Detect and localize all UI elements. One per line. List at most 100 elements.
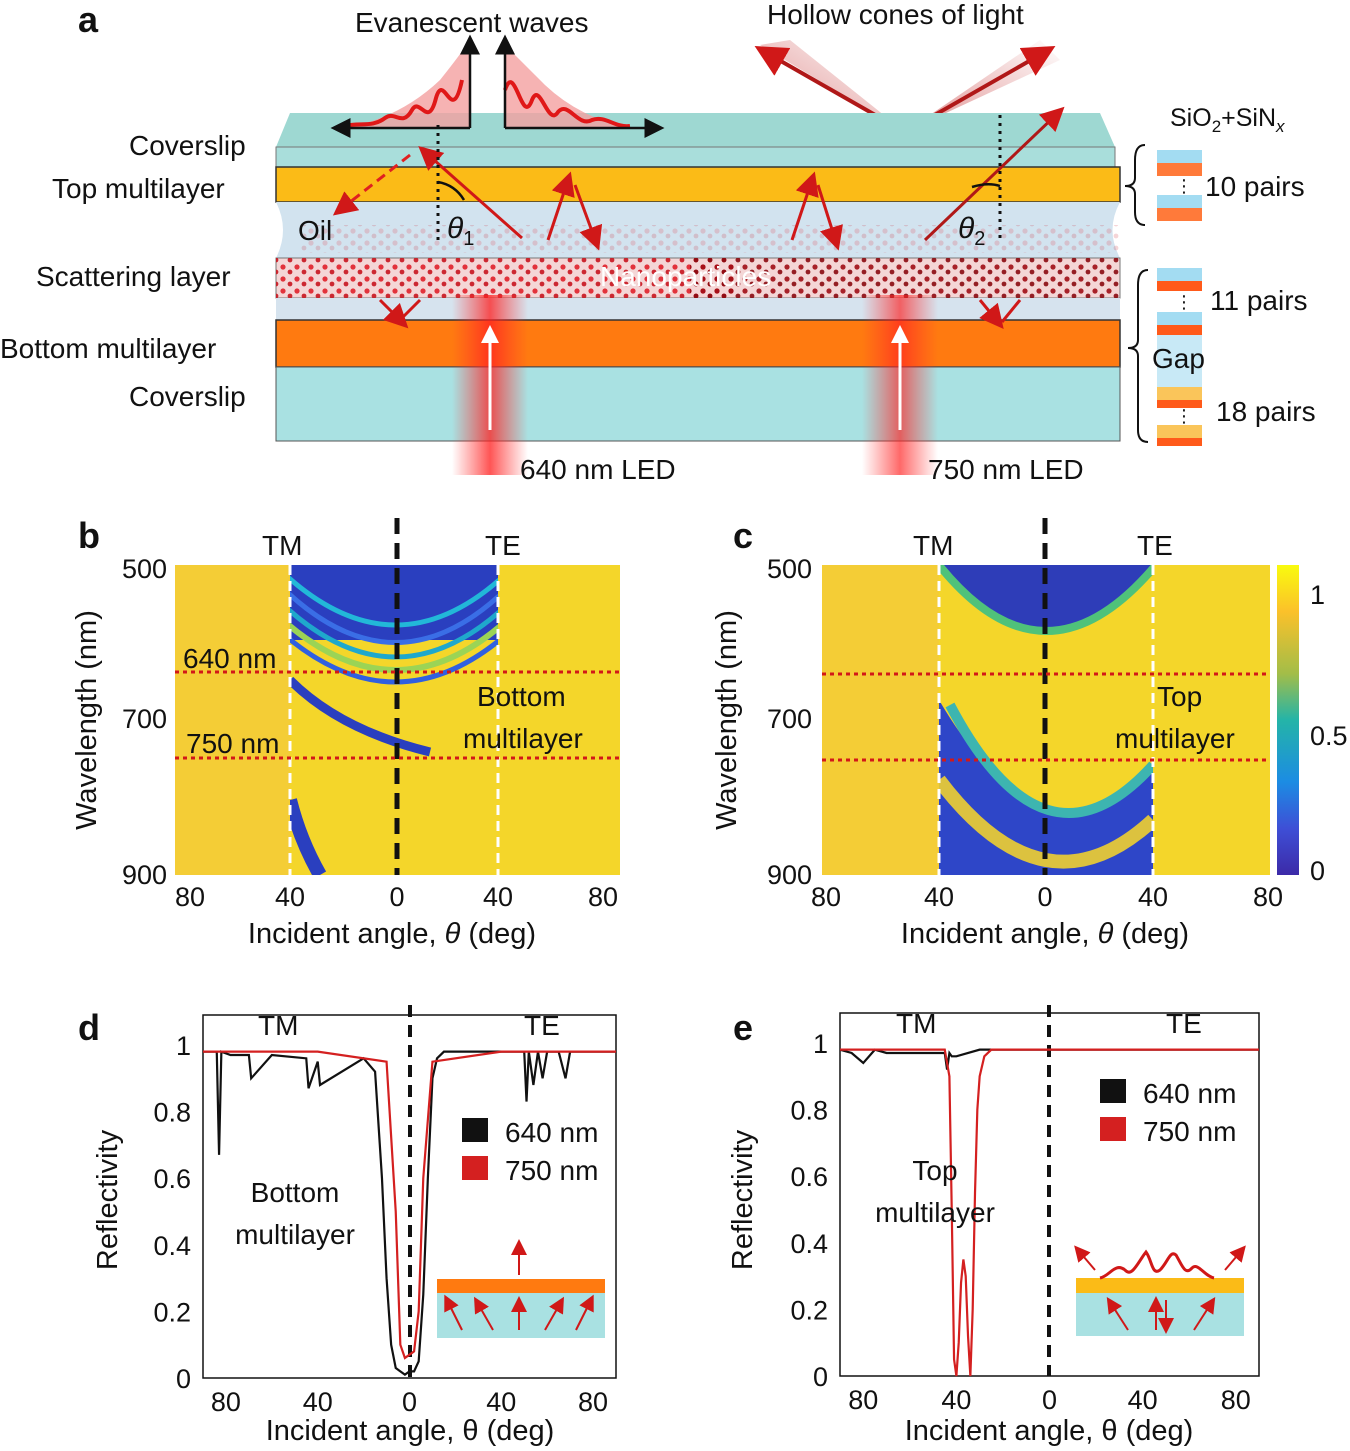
panel-e-ylabel: Reflectivity <box>727 1129 759 1270</box>
panel-e-caption-text: Top multilayer <box>875 1155 995 1228</box>
ray-bottom-4 <box>1000 299 1022 323</box>
ray-up-1 <box>546 171 575 241</box>
panel-d-inset-arrow-5 <box>575 1294 594 1331</box>
panel-b-xtick-4: 80 <box>588 882 618 912</box>
panel-d-inset-substrate <box>437 1293 605 1338</box>
panel-e-xtick: 40 <box>1128 1385 1158 1415</box>
oil-haze <box>300 225 1120 253</box>
panel-e-ticks: 80 40 0 40 80 0 0.2 0.4 0.6 0.8 1 <box>790 1029 1250 1415</box>
panel-d-te: TE <box>524 1010 560 1041</box>
label-coverslip-top: Coverslip <box>129 130 246 161</box>
panel-d-xtick: 40 <box>303 1387 333 1417</box>
panel-c-caption-2: multilayer <box>1115 723 1235 754</box>
stack-gap <box>1157 335 1202 387</box>
stack-top-sio2-2 <box>1157 195 1202 208</box>
panel-c-cbar-1: 1 <box>1310 580 1325 610</box>
panel-c-lower-band-edge <box>945 702 1153 818</box>
label-bottom-multilayer: Bottom multilayer <box>0 333 216 364</box>
nanoparticles-dark <box>690 258 1120 298</box>
panel-d-ytick: 0.2 <box>153 1297 191 1327</box>
stack-c-b-1 <box>1157 400 1202 408</box>
panel-d-xtick: 80 <box>211 1387 241 1417</box>
panel-d-legend-750: 750 nm <box>505 1155 598 1186</box>
panel-b-te: TE <box>485 530 521 561</box>
panel-c-lower-band-gap <box>939 775 1153 869</box>
panel-c: c TM TE Top multilayer 1 0.5 0 500 700 9… <box>711 515 1348 950</box>
panel-e: e TM TE Top multilayer 640 nm 750 nm 80 4… <box>727 1005 1260 1447</box>
panel-d-caption: Bottom multilayer <box>235 1177 355 1250</box>
panel-d-ytick: 0.8 <box>153 1098 191 1128</box>
stack-c-b-2 <box>1157 438 1202 446</box>
nanoparticles-light <box>276 258 736 298</box>
stack-top-ellipsis: ⋮ <box>1175 176 1193 196</box>
panel-b-band-750 <box>290 676 432 757</box>
ray-up-2 <box>790 171 819 241</box>
label-18-pairs: 18 pairs <box>1216 396 1316 427</box>
panel-b-ytick-500: 500 <box>122 554 167 584</box>
panel-d-series-640nm <box>203 1050 616 1377</box>
stack-b-sio2-1 <box>1157 268 1202 281</box>
panel-e-xlabel: Incident angle, θ (deg) <box>905 1415 1194 1447</box>
stack-b-sinx-2 <box>1157 325 1202 335</box>
panel-c-caption-1: Top <box>1157 681 1202 712</box>
panel-b-letter: b <box>78 515 100 556</box>
stack-top-sio2-1 <box>1157 150 1202 163</box>
panel-e-inset <box>1074 1245 1246 1336</box>
panel-e-inset-arrow-out-r <box>1224 1245 1246 1271</box>
theta2-symbol: θ2 <box>958 212 985 250</box>
panel-b-xtick-2: 0 <box>389 882 404 912</box>
panel-e-ytick: 0.4 <box>790 1229 828 1259</box>
panel-d-xtick: 0 <box>402 1387 417 1417</box>
panel-e-inset-arrow-1 <box>1106 1296 1129 1331</box>
panel-c-tm: TM <box>913 530 953 561</box>
panel-c-xtick-4: 80 <box>1253 882 1283 912</box>
panel-a-letter: a <box>78 0 99 40</box>
panel-d-legend-swatch-750 <box>462 1156 488 1180</box>
ray-bottom-1 <box>378 298 409 329</box>
label-10-pairs: 10 pairs <box>1205 171 1305 202</box>
coverslip-bottom <box>275 366 1121 442</box>
panel-b-tm: TM <box>262 530 302 561</box>
panel-d-xtick: 80 <box>578 1387 608 1417</box>
panel-e-legend-swatch-640 <box>1100 1079 1126 1103</box>
label-led-750: 750 nm LED <box>928 454 1084 485</box>
panel-e-legend-640: 640 nm <box>1143 1078 1236 1109</box>
label-11-pairs: 11 pairs <box>1210 285 1308 316</box>
label-coverslip-bottom: Coverslip <box>129 381 246 412</box>
panel-e-inset-arrow-4 <box>1193 1296 1216 1331</box>
stack-c-ellipsis: ⋮ <box>1175 406 1193 426</box>
panel-c-ylabel: Wavelength (nm) <box>711 610 743 830</box>
stack-top-sinx-1 <box>1157 163 1202 176</box>
panel-e-ytick: 0.2 <box>790 1295 828 1325</box>
evanescent-envelope-right <box>505 45 630 128</box>
ray-bottom-2 <box>396 298 422 324</box>
panel-b-xtick-0: 80 <box>175 882 205 912</box>
panel-d-series-750nm <box>203 1050 616 1360</box>
panel-e-caption: Top multilayer <box>875 1155 995 1228</box>
panel-c-xtick-0: 80 <box>811 882 841 912</box>
panel-b: b TM TE 640 nm 750 nm Bottom multilayer … <box>71 515 620 950</box>
panel-d-ylabel: Reflectivity <box>92 1129 124 1270</box>
panel-c-lower-band-fill <box>939 680 1153 875</box>
panel-e-inset-substrate <box>1076 1293 1244 1336</box>
panel-e-xtick: 80 <box>848 1385 878 1415</box>
stack-b-ellipsis: ⋮ <box>1175 292 1193 312</box>
stack-b-sio2-2 <box>1157 312 1202 325</box>
label-scattering-layer: Scattering layer <box>36 261 231 292</box>
evanescent-envelope-left <box>345 40 470 128</box>
panel-c-cbar-05: 0.5 <box>1310 721 1348 751</box>
label-top-multilayer: Top multilayer <box>52 173 225 204</box>
panel-c-xtick-1: 40 <box>924 882 954 912</box>
panel-e-ytick: 0.8 <box>790 1096 828 1126</box>
panel-b-caption-2: multilayer <box>463 723 583 754</box>
panel-e-ytick: 0 <box>813 1362 828 1392</box>
label-gap: Gap <box>1152 343 1205 374</box>
panel-e-ytick: 0.6 <box>790 1162 828 1192</box>
panel-d-inset-arrow-2 <box>474 1296 494 1331</box>
panel-c-map-left <box>822 565 939 875</box>
stack-c-a-2 <box>1157 425 1202 438</box>
panel-e-tm: TM <box>896 1008 936 1039</box>
ray-down-2 <box>816 184 843 251</box>
panel-c-ytick-900: 900 <box>767 860 812 890</box>
